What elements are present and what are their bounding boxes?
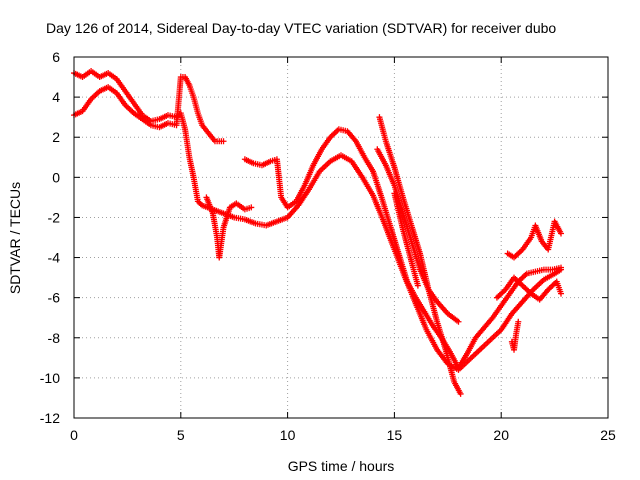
- series-trace-d: [241, 126, 565, 371]
- series-trace-a: [71, 68, 565, 373]
- y-tick-label: -10: [40, 370, 60, 386]
- plot-frame: [73, 56, 609, 419]
- series-trace-i: [391, 190, 421, 289]
- y-tick-label: 6: [52, 49, 60, 65]
- x-tick-label: 0: [70, 427, 78, 443]
- data-point: [558, 230, 565, 237]
- series-trace-j: [508, 318, 522, 353]
- y-tick-label: -6: [48, 290, 61, 306]
- x-tick-label: 25: [600, 427, 616, 443]
- y-axis-label: SDTVAR / TECUs: [7, 182, 23, 294]
- series-trace-g: [493, 274, 565, 303]
- y-tick-label: -2: [48, 209, 61, 225]
- y-tick-label: -12: [40, 410, 60, 426]
- series-trace-h: [504, 218, 565, 261]
- data-point: [558, 290, 565, 297]
- x-axis-label: GPS time / hours: [288, 458, 395, 474]
- chart-title: Day 126 of 2014, Sidereal Day-to-day VTE…: [46, 20, 556, 36]
- data-point: [455, 318, 462, 325]
- data-point: [515, 318, 522, 325]
- series-trace-e: [376, 114, 464, 397]
- series-trace-b: [71, 74, 227, 145]
- series-trace-c: [203, 194, 255, 261]
- series-trace-f: [374, 146, 462, 325]
- data-point: [558, 264, 565, 271]
- data-point: [248, 204, 255, 211]
- x-tick-label: 10: [280, 427, 296, 443]
- grid: [74, 57, 608, 418]
- data-point: [457, 390, 464, 397]
- data-point: [414, 282, 421, 289]
- y-tick-label: -8: [48, 330, 61, 346]
- x-tick-label: 20: [493, 427, 509, 443]
- y-tick-label: 0: [52, 169, 60, 185]
- data-points: [71, 68, 565, 397]
- y-tick-label: 2: [52, 129, 60, 145]
- y-tick-label: -4: [48, 250, 61, 266]
- x-tick-label: 15: [387, 427, 403, 443]
- x-tick-label: 5: [177, 427, 185, 443]
- y-tick-label: 4: [52, 89, 60, 105]
- data-point: [220, 138, 227, 145]
